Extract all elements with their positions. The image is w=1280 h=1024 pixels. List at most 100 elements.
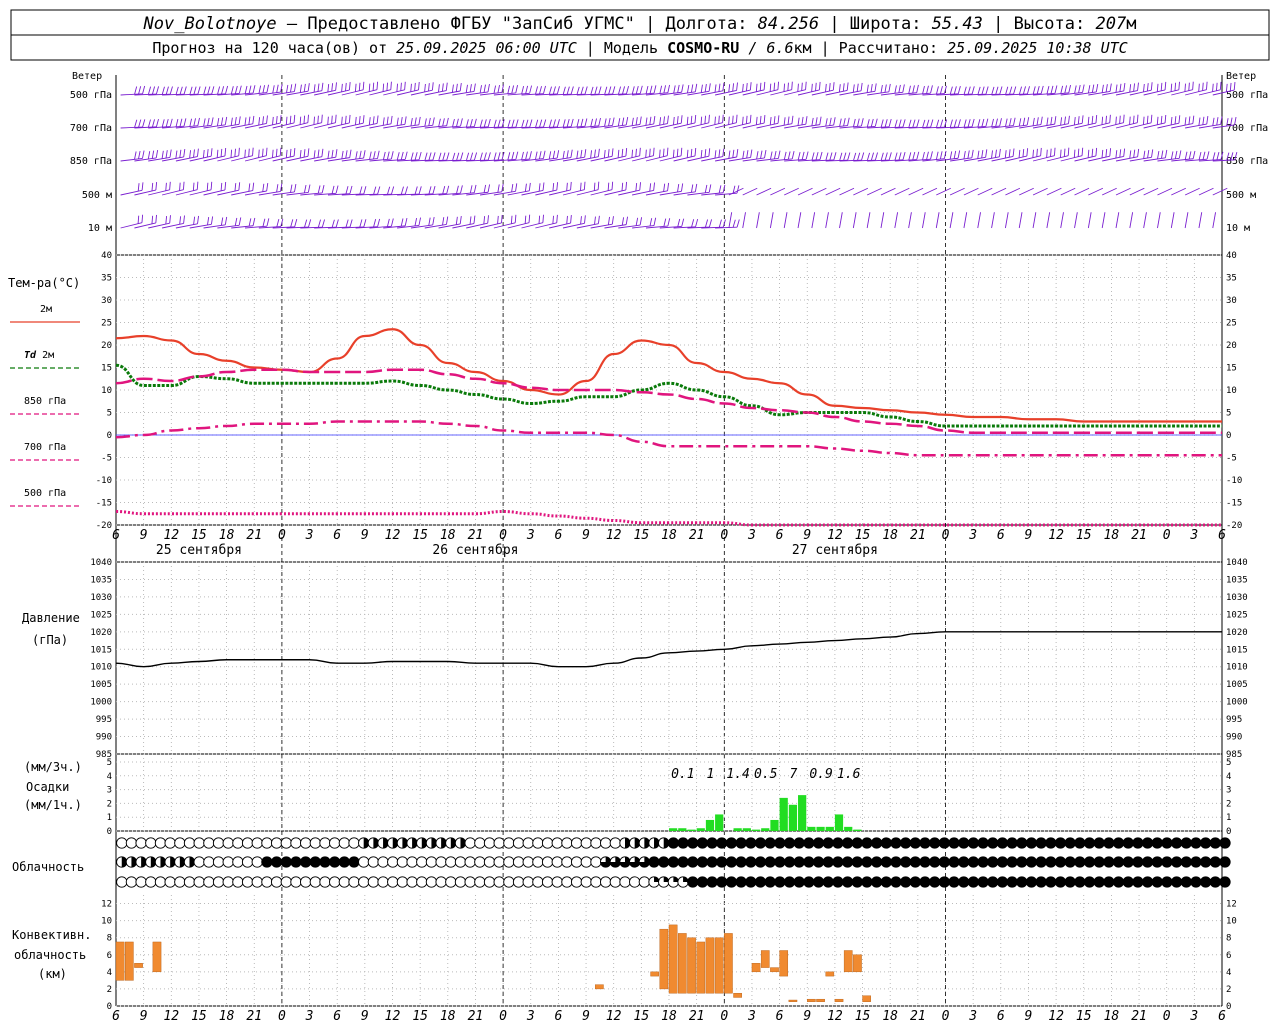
cloud-circle: [309, 837, 321, 849]
precip-1h-label: (мм/1ч.): [24, 798, 82, 812]
wind-feather: [1009, 86, 1013, 95]
wind-feather: [354, 83, 357, 92]
cloud-circle: [619, 876, 631, 888]
wind-barb: [1060, 212, 1064, 229]
wind-barb: [797, 212, 802, 229]
wind-feather: [386, 82, 388, 91]
wind-feather: [769, 83, 772, 92]
wind-feather: [649, 85, 653, 94]
wind-feather: [428, 152, 432, 161]
conv-bar: [788, 999, 798, 1002]
wind-feather: [248, 148, 250, 157]
wind-feather: [238, 147, 240, 156]
cloud-circle: [938, 856, 951, 868]
wind-feather: [487, 152, 491, 161]
wind-feather: [1077, 148, 1080, 157]
wind-feather: [363, 219, 367, 228]
wind-feather: [977, 119, 981, 128]
cloud-circle: [270, 876, 283, 888]
wind-feather: [825, 152, 829, 161]
cloud-circle: [1083, 876, 1096, 888]
conv-bar: [659, 928, 669, 990]
cloud-circle: [919, 837, 931, 849]
wind-feather: [372, 82, 375, 91]
wind-feather: [626, 86, 630, 94]
cloud-circle: [1209, 837, 1221, 849]
cloud-circle: [522, 837, 534, 849]
y-tick-right: 25: [1226, 319, 1237, 329]
temp-line-1: [115, 363, 1222, 428]
wind-feather: [197, 148, 199, 157]
cloud-circle: [116, 876, 128, 888]
station-name: Nov_Bolotnoye: [143, 14, 277, 34]
wind-feather: [424, 152, 428, 161]
wind-feather: [811, 152, 815, 161]
y-tick-right: 1020: [1226, 628, 1248, 638]
wind-barb: [742, 212, 746, 229]
wind-feather: [169, 118, 173, 127]
wind-feather: [584, 149, 587, 158]
wind-feather: [621, 217, 625, 226]
wind-feather: [432, 152, 436, 161]
wind-feather: [645, 149, 647, 158]
header-line-1: Nov_Bolotnoye — Предоставлено ФГБУ "ЗапС…: [143, 14, 1137, 34]
wind-feather: [390, 115, 393, 124]
wind-feather: [183, 149, 186, 158]
wind-feather: [755, 116, 758, 125]
wind-feather: [888, 118, 892, 127]
wind-feather: [686, 149, 689, 158]
wind-feather: [280, 84, 283, 93]
wind-feather: [856, 118, 860, 127]
wind-feather: [307, 83, 310, 92]
wind-feather: [829, 152, 833, 161]
wind-barb: [1212, 187, 1228, 196]
wind-feather: [690, 148, 693, 157]
wind-barb: [1170, 212, 1175, 229]
bottom-x-tick: 9: [361, 1009, 369, 1024]
bottom-x-tick: 12: [827, 1009, 843, 1024]
wind-feather: [860, 82, 863, 91]
wind-feather: [690, 115, 693, 124]
wind-feather: [1012, 148, 1015, 157]
wind-feather: [216, 117, 220, 127]
wind-feather: [396, 117, 399, 126]
cloud-circle: [483, 856, 496, 868]
y-tick-left: -20: [96, 521, 112, 531]
wind-feather: [930, 151, 933, 160]
wind-feather: [1146, 83, 1149, 92]
cloud-circle: [832, 837, 844, 849]
cloud-circle: [1180, 876, 1192, 888]
wind-feather: [368, 117, 371, 126]
wind-feather: [673, 85, 676, 94]
wind-feather: [680, 115, 683, 124]
y-tick-right: 1015: [1226, 645, 1248, 655]
wind-barb: [977, 212, 981, 229]
wind-feather: [1053, 147, 1056, 156]
wind-feather: [880, 84, 883, 94]
wind-feather: [548, 86, 552, 95]
wind-feather: [732, 219, 736, 228]
wind-feather: [829, 117, 832, 126]
wind-feather: [746, 150, 749, 159]
wind-feather: [1105, 84, 1108, 93]
wind-feather: [432, 117, 435, 126]
wind-feather: [676, 116, 679, 125]
cloud-circle: [1161, 837, 1173, 849]
wind-feather: [501, 151, 505, 160]
wind-feather: [853, 152, 857, 161]
wind-feather: [410, 117, 413, 127]
wind-feather: [501, 183, 504, 192]
wind-feather: [455, 83, 458, 92]
wind-feather: [1040, 147, 1042, 156]
wind-feather: [1160, 115, 1163, 124]
precip-bar: [687, 829, 696, 831]
temp-x-tick: 15: [634, 528, 650, 543]
wind-level-label: 500 м: [82, 190, 112, 201]
wind-feather: [791, 81, 793, 90]
cloud-circle: [1199, 837, 1212, 849]
wind-feather: [507, 152, 511, 161]
cloud-circle: [929, 837, 941, 849]
cloud-circle: [967, 876, 980, 888]
wind-feather: [469, 185, 473, 194]
